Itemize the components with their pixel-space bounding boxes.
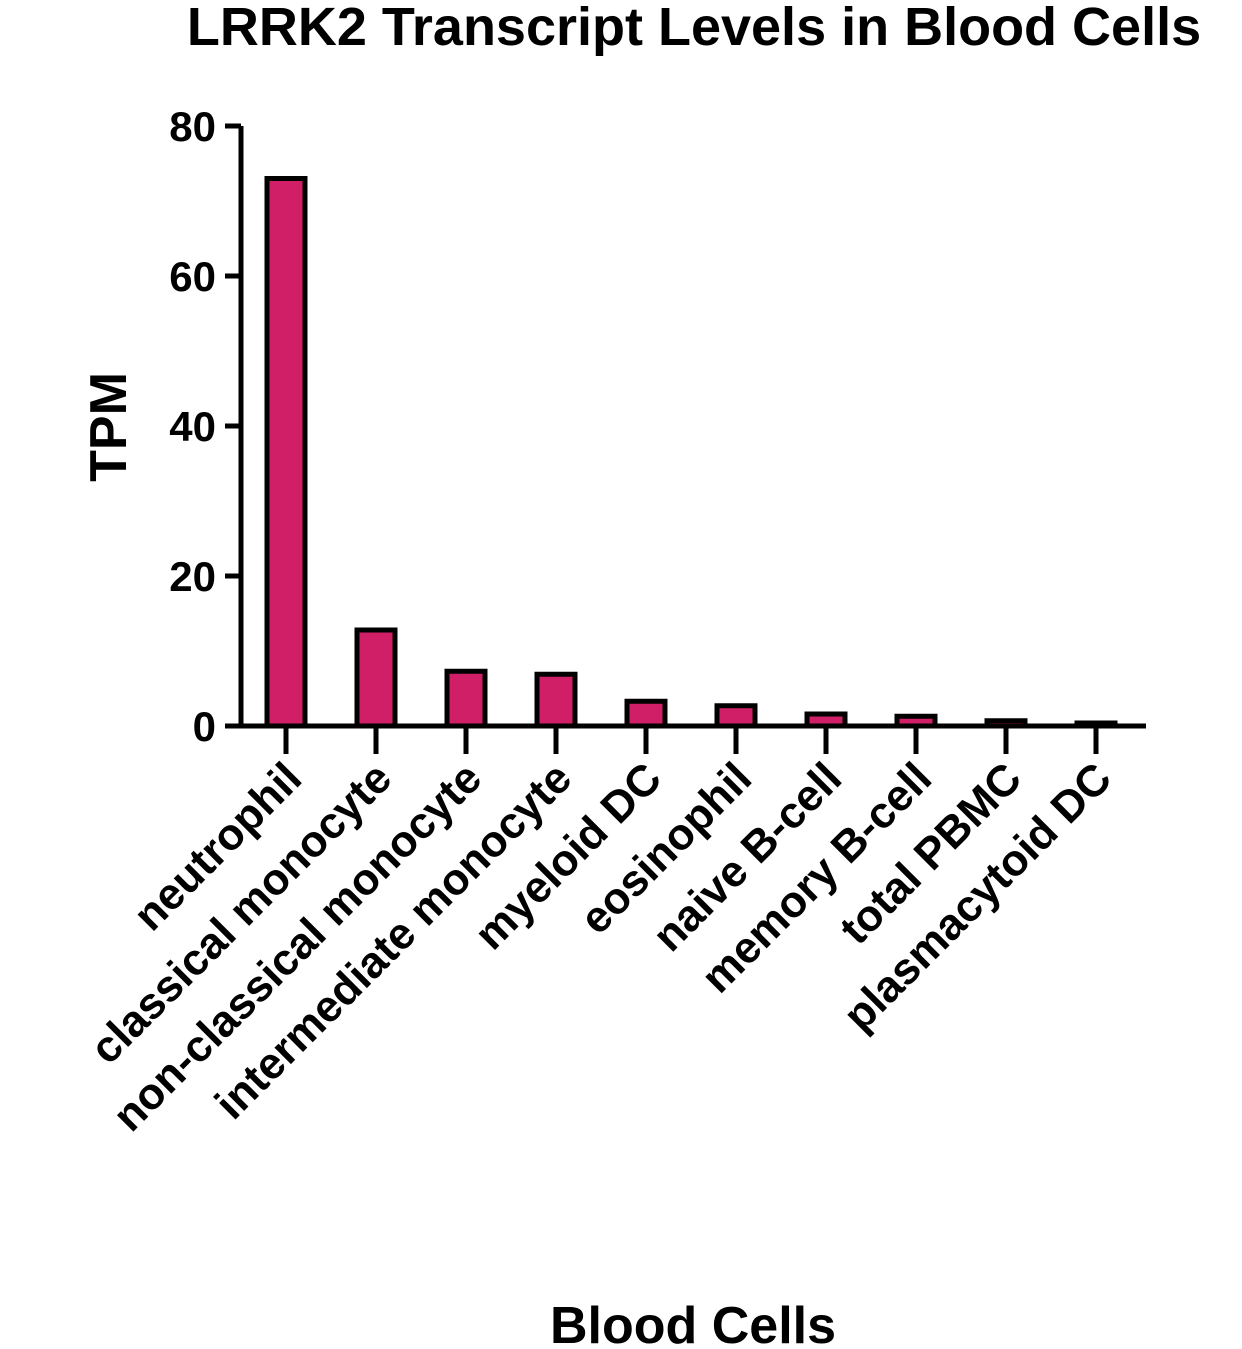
bar-naive-b-cell [804, 711, 848, 729]
bar-non-classical-monocyte [444, 668, 488, 729]
x-tick-label: non-classical monocyte [104, 753, 491, 1140]
bar-eosinophil [714, 703, 758, 729]
y-tick-label: 60 [169, 253, 216, 300]
y-axis-label: TPM [80, 372, 138, 482]
bar-classical-monocyte [354, 627, 398, 729]
bar-total-pbmc [984, 718, 1028, 729]
bar-intermediate-monocyte [534, 671, 578, 729]
y-tick-label: 0 [193, 703, 216, 750]
y-tick-label: 40 [169, 403, 216, 450]
bar-plasmacytoid-dc [1074, 720, 1118, 729]
chart-title: LRRK2 Transcript Levels in Blood Cells [187, 0, 1201, 57]
y-tick-label: 20 [169, 553, 216, 600]
bar-myeloid-dc [624, 698, 668, 729]
bar-memory-b-cell [894, 713, 938, 729]
bar-neutrophil [264, 176, 308, 729]
x-axis-label: Blood Cells [550, 1297, 836, 1349]
y-tick-label: 80 [169, 103, 216, 150]
